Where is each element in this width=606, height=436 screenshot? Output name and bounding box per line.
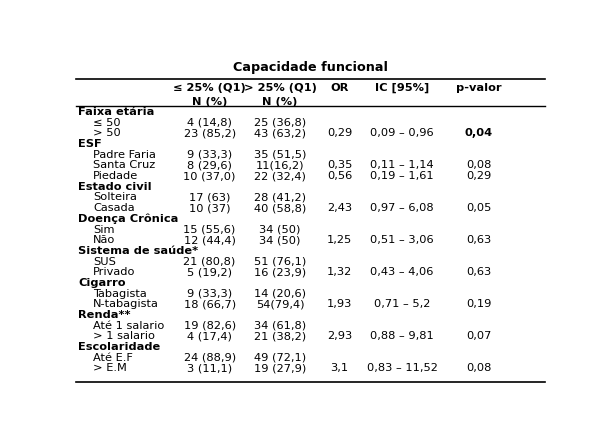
- Text: Até 1 salario: Até 1 salario: [93, 320, 164, 330]
- Text: ≤ 50: ≤ 50: [93, 118, 121, 128]
- Text: Tabagista: Tabagista: [93, 289, 147, 299]
- Text: 1,32: 1,32: [327, 267, 352, 277]
- Text: Capacidade funcional: Capacidade funcional: [233, 61, 388, 74]
- Text: 24 (88,9): 24 (88,9): [184, 353, 236, 363]
- Text: 0,29: 0,29: [466, 171, 491, 181]
- Text: 34 (61,8): 34 (61,8): [254, 320, 306, 330]
- Text: 4 (14,8): 4 (14,8): [187, 118, 232, 128]
- Text: 34 (50): 34 (50): [259, 225, 301, 235]
- Text: 22 (32,4): 22 (32,4): [254, 171, 306, 181]
- Text: Doença Crônica: Doença Crônica: [78, 214, 179, 224]
- Text: 16 (23,9): 16 (23,9): [254, 267, 306, 277]
- Text: 21 (38,2): 21 (38,2): [254, 331, 306, 341]
- Text: 17 (63): 17 (63): [189, 192, 230, 202]
- Text: 1,93: 1,93: [327, 299, 352, 309]
- Text: 4 (17,4): 4 (17,4): [187, 331, 232, 341]
- Text: > 25% (Q1): > 25% (Q1): [244, 82, 316, 92]
- Text: 40 (58,8): 40 (58,8): [254, 203, 306, 213]
- Text: 43 (63,2): 43 (63,2): [254, 129, 306, 138]
- Text: IC [95%]: IC [95%]: [375, 82, 429, 93]
- Text: N-tabagista: N-tabagista: [93, 299, 159, 309]
- Text: 21 (80,8): 21 (80,8): [184, 256, 236, 266]
- Text: 0,19 – 1,61: 0,19 – 1,61: [370, 171, 434, 181]
- Text: Sim: Sim: [93, 225, 115, 235]
- Text: ≤ 25% (Q1): ≤ 25% (Q1): [173, 82, 246, 92]
- Text: Piedade: Piedade: [93, 171, 138, 181]
- Text: 0,09 – 0,96: 0,09 – 0,96: [370, 129, 434, 138]
- Text: Renda**: Renda**: [78, 310, 131, 320]
- Text: 0,19: 0,19: [466, 299, 491, 309]
- Text: Não: Não: [93, 235, 116, 245]
- Text: Até E.F: Até E.F: [93, 353, 133, 363]
- Text: Solteira: Solteira: [93, 192, 137, 202]
- Text: Estado civil: Estado civil: [78, 182, 152, 192]
- Text: 35 (51,5): 35 (51,5): [254, 150, 306, 160]
- Text: Santa Cruz: Santa Cruz: [93, 160, 155, 170]
- Text: 19 (27,9): 19 (27,9): [254, 363, 306, 373]
- Text: 10 (37,0): 10 (37,0): [184, 171, 236, 181]
- Text: 9 (33,3): 9 (33,3): [187, 150, 232, 160]
- Text: SUS: SUS: [93, 256, 116, 266]
- Text: > E.M: > E.M: [93, 363, 127, 373]
- Text: 0,63: 0,63: [466, 235, 491, 245]
- Text: 0,97 – 6,08: 0,97 – 6,08: [370, 203, 434, 213]
- Text: 0,51 – 3,06: 0,51 – 3,06: [370, 235, 434, 245]
- Text: 2,43: 2,43: [327, 203, 352, 213]
- Text: 0,07: 0,07: [466, 331, 491, 341]
- Text: 2,93: 2,93: [327, 331, 352, 341]
- Text: 3 (11,1): 3 (11,1): [187, 363, 232, 373]
- Text: 0,05: 0,05: [466, 203, 491, 213]
- Text: 23 (85,2): 23 (85,2): [184, 129, 236, 138]
- Text: 15 (55,6): 15 (55,6): [184, 225, 236, 235]
- Text: 14 (20,6): 14 (20,6): [254, 289, 306, 299]
- Text: OR: OR: [330, 82, 349, 92]
- Text: Faixa etária: Faixa etária: [78, 107, 155, 117]
- Text: 12 (44,4): 12 (44,4): [184, 235, 236, 245]
- Text: 25 (36,8): 25 (36,8): [254, 118, 306, 128]
- Text: 0,63: 0,63: [466, 267, 491, 277]
- Text: 1,25: 1,25: [327, 235, 352, 245]
- Text: 0,71 – 5,2: 0,71 – 5,2: [374, 299, 430, 309]
- Text: > 1 salario: > 1 salario: [93, 331, 155, 341]
- Text: 0,04: 0,04: [465, 129, 493, 138]
- Text: 0,43 – 4,06: 0,43 – 4,06: [370, 267, 434, 277]
- Text: 54(79,4): 54(79,4): [256, 299, 304, 309]
- Text: p-valor: p-valor: [456, 82, 502, 92]
- Text: 9 (33,3): 9 (33,3): [187, 289, 232, 299]
- Text: 0,88 – 9,81: 0,88 – 9,81: [370, 331, 434, 341]
- Text: 49 (72,1): 49 (72,1): [254, 353, 306, 363]
- Text: 8 (29,6): 8 (29,6): [187, 160, 232, 170]
- Text: 0,83 – 11,52: 0,83 – 11,52: [367, 363, 438, 373]
- Text: Escolaridade: Escolaridade: [78, 342, 161, 352]
- Text: 18 (66,7): 18 (66,7): [184, 299, 236, 309]
- Text: Cigarro: Cigarro: [78, 278, 125, 288]
- Text: Casada: Casada: [93, 203, 135, 213]
- Text: Sistema de saúde*: Sistema de saúde*: [78, 246, 198, 256]
- Text: 28 (41,2): 28 (41,2): [254, 192, 306, 202]
- Text: 34 (50): 34 (50): [259, 235, 301, 245]
- Text: 0,29: 0,29: [327, 129, 352, 138]
- Text: 3,1: 3,1: [331, 363, 349, 373]
- Text: 0,35: 0,35: [327, 160, 352, 170]
- Text: 0,56: 0,56: [327, 171, 352, 181]
- Text: 19 (82,6): 19 (82,6): [184, 320, 236, 330]
- Text: 0,08: 0,08: [466, 160, 491, 170]
- Text: 0,08: 0,08: [466, 363, 491, 373]
- Text: 0,11 – 1,14: 0,11 – 1,14: [370, 160, 434, 170]
- Text: > 50: > 50: [93, 129, 121, 138]
- Text: 51 (76,1): 51 (76,1): [254, 256, 306, 266]
- Text: N (%): N (%): [262, 97, 298, 107]
- Text: Privado: Privado: [93, 267, 136, 277]
- Text: 10 (37): 10 (37): [189, 203, 230, 213]
- Text: ESF: ESF: [78, 139, 102, 149]
- Text: 11(16,2): 11(16,2): [256, 160, 304, 170]
- Text: 5 (19,2): 5 (19,2): [187, 267, 232, 277]
- Text: N (%): N (%): [192, 97, 227, 107]
- Text: Padre Faria: Padre Faria: [93, 150, 156, 160]
